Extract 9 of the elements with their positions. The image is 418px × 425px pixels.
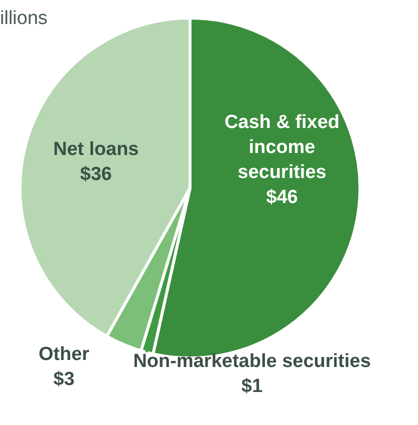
- chart-title: illions: [0, 8, 48, 29]
- data-label: $1: [241, 376, 263, 397]
- slice-label: Cash & fixed income securities: [224, 112, 340, 183]
- slice-label: Net loans: [53, 139, 139, 160]
- slice-label: Non-marketable securities: [133, 351, 371, 372]
- slice-label: Other: [38, 344, 90, 365]
- data-label: $36: [80, 164, 112, 185]
- data-label: $46: [266, 187, 298, 208]
- data-label: $3: [53, 369, 75, 390]
